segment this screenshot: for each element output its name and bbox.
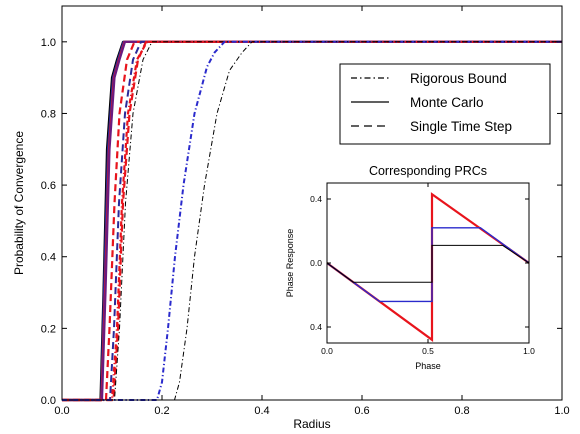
- series-line-monte-carlo: [62, 40, 562, 402]
- inset-x-axis-title: Phase: [415, 361, 441, 371]
- y-tick-label: 1.0: [41, 37, 56, 49]
- legend-label: Rigorous Bound: [410, 71, 507, 86]
- y-tick-label: 0.6: [41, 180, 56, 192]
- legend-label: Monte Carlo: [410, 95, 484, 110]
- inset-area: [327, 183, 529, 343]
- inset-prc-plot: Corresponding PRCs 0.0 0.5 1.0 0.4 0.0 0.4 Phas…: [285, 164, 535, 371]
- inset-series-group: [326, 192, 530, 342]
- series-line-rigorous-bound: [62, 41, 562, 401]
- series-line-rigorous-bound: [62, 40, 562, 402]
- legend: Rigorous Bound Monte Carlo Single Time Ste…: [339, 63, 551, 145]
- y-tick-label: 0.0: [41, 395, 56, 407]
- prc-line: [326, 244, 530, 283]
- legend-label: Single Time Step: [410, 119, 512, 134]
- y-tick-label: 0.8: [41, 108, 56, 120]
- y-tick-label: 0.2: [41, 323, 56, 335]
- inset-x-tick-label: 0.0: [321, 346, 333, 356]
- inset-y-axis-title: Phase Response: [285, 229, 295, 298]
- inset-x-tick-label: 1.0: [523, 346, 535, 356]
- inset-x-tick-label: 0.5: [422, 346, 434, 356]
- inset-y-tick-label: 0.4: [310, 194, 322, 204]
- x-axis-title: Radius: [293, 417, 330, 431]
- x-tick-label: 0.4: [254, 405, 269, 417]
- x-tick-label: 0.2: [154, 405, 169, 417]
- inset-title: Corresponding PRCs: [369, 164, 487, 178]
- x-tick-label: 1.0: [554, 405, 569, 417]
- series-line-rigorous-bound: [62, 41, 562, 401]
- inset-y-tick-label: 0.0: [310, 258, 322, 268]
- series-line-single-time-step: [62, 40, 562, 401]
- inset-y-tick-label: 0.4: [310, 322, 322, 332]
- legend-frame: [339, 63, 551, 145]
- x-tick-label: 0.0: [54, 405, 69, 417]
- x-tick-label: 0.8: [454, 405, 469, 417]
- series-line-single-time-step: [62, 40, 562, 402]
- plot-frame: [61, 5, 563, 401]
- x-tick-label: 0.6: [354, 405, 369, 417]
- y-tick-label: 0.4: [41, 252, 56, 264]
- series-group: [62, 40, 562, 402]
- series-line-single-time-step: [62, 40, 562, 402]
- y-axis-title: Probability of Convergence: [12, 131, 26, 275]
